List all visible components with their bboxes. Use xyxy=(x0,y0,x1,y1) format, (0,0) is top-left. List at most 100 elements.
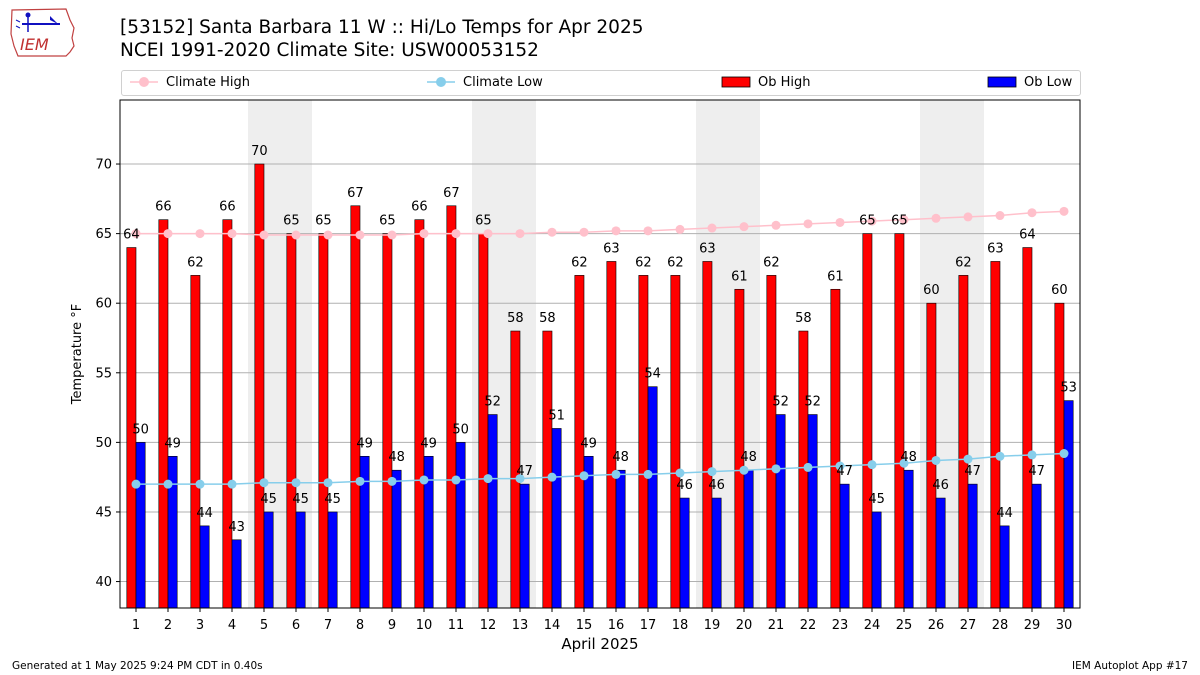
ob-low-bar xyxy=(647,386,658,609)
ob-high-bar xyxy=(606,261,617,609)
climate-high-swatch xyxy=(130,77,158,87)
x-tick-label: 30 xyxy=(1056,618,1073,633)
x-tick-label: 7 xyxy=(324,618,332,633)
y-tick-label: 50 xyxy=(95,436,112,451)
ob-high-label: 63 xyxy=(987,241,1004,256)
ob-low-label: 49 xyxy=(164,436,181,451)
x-tick-label: 20 xyxy=(736,618,753,633)
ob-low-bar xyxy=(903,469,914,609)
climate-low-point xyxy=(867,460,877,470)
ob-high-bar xyxy=(638,275,649,609)
climate-high-point xyxy=(1027,208,1037,218)
ob-low-label: 51 xyxy=(548,408,565,423)
x-tick-label: 24 xyxy=(864,618,881,633)
x-tick-label: 28 xyxy=(992,618,1009,633)
ob-low-bar xyxy=(711,497,722,609)
climate-high-point xyxy=(227,229,237,239)
ob-low-label: 44 xyxy=(996,506,1013,521)
ob-high-label: 65 xyxy=(283,214,300,229)
ob-low-bar xyxy=(519,483,530,609)
x-tick-label: 18 xyxy=(672,618,689,633)
climate-low-point xyxy=(291,478,301,488)
x-tick-label: 13 xyxy=(512,618,529,633)
x-tick-label: 23 xyxy=(832,618,849,633)
climate-high-point xyxy=(867,216,877,226)
climate-high-point xyxy=(483,229,493,239)
ob-low-label: 45 xyxy=(260,492,277,507)
ob-low-label: 45 xyxy=(292,492,309,507)
ob-high-bar xyxy=(478,233,489,609)
legend-label: Climate Low xyxy=(463,75,543,90)
ob-low-label: 54 xyxy=(644,367,661,382)
ob-low-bar xyxy=(871,511,882,609)
ob-low-bar xyxy=(775,414,786,609)
ob-low-bar xyxy=(167,455,178,609)
ob-high-bar xyxy=(542,330,553,609)
ob-low-label: 52 xyxy=(484,395,501,410)
ob-low-bar xyxy=(743,469,754,609)
x-tick-label: 15 xyxy=(576,618,593,633)
y-tick-label: 45 xyxy=(95,505,112,520)
climate-high-point xyxy=(963,212,973,222)
ob-low-bar xyxy=(263,511,274,609)
climate-high-point xyxy=(835,217,845,227)
ob-low-label: 50 xyxy=(132,422,149,437)
ob-high-bar xyxy=(350,205,361,609)
climate-high-point xyxy=(291,230,301,240)
ob-high-label: 58 xyxy=(539,311,556,326)
climate-low-point xyxy=(387,476,397,486)
chart-title: [53152] Santa Barbara 11 W :: Hi/Lo Temp… xyxy=(120,17,644,38)
ob-low-bar xyxy=(199,525,210,609)
ob-low-bar xyxy=(615,469,626,609)
ob-low-bar xyxy=(487,414,498,609)
ob-high-label: 58 xyxy=(795,311,812,326)
climate-high-point xyxy=(579,227,589,237)
ob-high-label: 61 xyxy=(731,269,748,284)
y-axis-label: Temperature °F xyxy=(70,304,85,405)
climate-low-point xyxy=(195,479,205,489)
ob-high-label: 62 xyxy=(635,255,652,270)
climate-low-point xyxy=(835,461,845,471)
ob-low-label: 49 xyxy=(580,436,597,451)
ob-high-label: 70 xyxy=(251,144,268,159)
ob-low-label: 47 xyxy=(1028,464,1045,479)
climate-high-point xyxy=(131,229,141,239)
climate-high-point xyxy=(707,223,717,233)
climate-high-point xyxy=(259,230,269,240)
ob-high-label: 62 xyxy=(955,255,972,270)
ob-high-label: 65 xyxy=(475,214,492,229)
ob-high-bar xyxy=(446,205,457,609)
ob-high-label: 64 xyxy=(1019,228,1036,243)
climate-low-point xyxy=(163,479,173,489)
ob-low-label: 48 xyxy=(388,450,405,465)
ob-low-bar xyxy=(679,497,690,609)
climate-low-point xyxy=(579,471,589,481)
ob-low-label: 46 xyxy=(708,478,725,493)
x-tick-label: 10 xyxy=(416,618,433,633)
ob-high-bar xyxy=(1022,247,1033,609)
ob-low-label: 52 xyxy=(772,395,789,410)
iem-logo: IEM xyxy=(10,8,75,57)
ob-low-label: 47 xyxy=(836,464,853,479)
ob-low-label: 43 xyxy=(228,520,245,535)
ob-high-bar xyxy=(158,219,169,609)
x-tick-label: 16 xyxy=(608,618,625,633)
ob-low-label: 48 xyxy=(900,450,917,465)
legend-label: Ob Low xyxy=(1024,75,1073,90)
climate-low-point xyxy=(323,478,333,488)
ob-low-bar xyxy=(295,511,306,609)
climate-low-point xyxy=(131,479,141,489)
ob-low-bar xyxy=(391,469,402,609)
ob-high-label: 67 xyxy=(347,186,364,201)
x-tick-label: 6 xyxy=(292,618,300,633)
x-tick-label: 27 xyxy=(960,618,977,633)
ob-high-label: 65 xyxy=(859,214,876,229)
ob-high-bar xyxy=(862,233,873,609)
x-tick-label: 26 xyxy=(928,618,945,633)
climate-high-point xyxy=(643,226,653,236)
ob-low-label: 47 xyxy=(516,464,533,479)
ob-high-bar xyxy=(958,275,969,609)
ob-high-bar xyxy=(990,261,1001,609)
ob-low-bar xyxy=(231,539,242,609)
ob-low-bar xyxy=(967,483,978,609)
